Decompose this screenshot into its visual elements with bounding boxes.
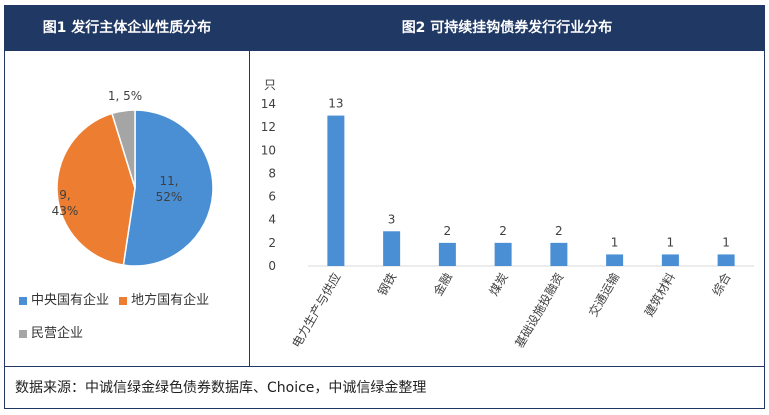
bar-0 [327, 115, 345, 266]
x-category-label-3: 煤炭 [487, 271, 511, 299]
y-tick-label-2: 4 [268, 213, 276, 227]
bar-data-label-5: 1 [611, 235, 619, 249]
bar-chart: 只 0 2 4 6 8 10 12 14 13 电力生产与供应 3 钢铁 2 金融 2 煤炭 2 基础设施投融资 1 交… [261, 78, 754, 350]
bar-6 [661, 254, 679, 266]
legend-item-private: 民营企业 [19, 326, 83, 341]
legend-label-private: 民营企业 [31, 326, 84, 341]
legend-item-central-soe: 中央国有企业 [19, 293, 113, 308]
y-tick-label-3: 6 [268, 190, 276, 204]
bar-data-label-6: 1 [667, 235, 675, 249]
legend-swatch-blue [19, 296, 27, 305]
pie-data-label-2: 1, 5% [108, 89, 142, 103]
legend-swatch-gray [19, 329, 27, 338]
pie-data-label-1: 9, [59, 188, 70, 202]
pie-data-label-pct-0: 52% [156, 190, 183, 204]
bar-7 [717, 254, 735, 266]
x-category-label-5: 交通运输 [585, 270, 622, 319]
bar-3 [494, 242, 512, 266]
bar-data-label-2: 2 [444, 224, 452, 238]
bar-data-label-0: 13 [328, 97, 343, 111]
bar-2 [438, 242, 456, 266]
bar-data-label-3: 2 [499, 224, 507, 238]
y-tick-label-1: 2 [268, 236, 276, 250]
bar-data-label-7: 1 [722, 235, 730, 249]
bar-5 [606, 254, 624, 266]
x-category-label-0: 电力生产与供应 [288, 270, 343, 350]
pie-chart: 11, 52% 9, 43% 1, 5% [52, 89, 214, 266]
bar-4 [550, 242, 568, 266]
legend-item-local-soe: 地方国有企业 [119, 293, 209, 308]
pie-panel: 图1 发行主体企业性质分布 11, 52% 9, 43% 1, 5% 中央国有企业 地方… [5, 6, 250, 366]
x-category-label-4: 基础设施投融资 [511, 270, 566, 350]
legend-label-local-soe: 地方国有企业 [131, 293, 210, 308]
pie-data-label-0: 11, [159, 174, 178, 188]
bar-panel-title: 图2 可持续挂钩债券发行行业分布 [250, 6, 764, 51]
x-category-label-1: 钢铁 [375, 271, 399, 299]
source-note: 数据来源：中诚信绿金绿色债券数据库、Choice，中诚信绿金整理 [5, 366, 764, 408]
bar-data-label-4: 2 [555, 224, 563, 238]
bar-panel: 图2 可持续挂钩债券发行行业分布 只 0 2 4 6 8 10 12 14 13 电力生产与供应 3 钢… [250, 6, 764, 366]
pie-legend-row-2: 民营企业 [19, 322, 83, 341]
x-category-label-6: 建筑材料 [641, 270, 678, 319]
legend-label-central-soe: 中央国有企业 [31, 293, 110, 308]
legend-swatch-orange [119, 296, 128, 305]
y-tick-label-5: 10 [261, 143, 276, 157]
pie-data-label-pct-1: 43% [52, 204, 79, 218]
y-tick-label-7: 14 [261, 97, 276, 111]
pie-panel-title: 图1 发行主体企业性质分布 [5, 6, 249, 51]
pie-legend-row-1: 中央国有企业 地方国有企业 [19, 289, 209, 308]
x-category-label-7: 综合 [709, 270, 734, 298]
figure-frame: 图1 发行主体企业性质分布 11, 52% 9, 43% 1, 5% 中央国有企业 地方… [4, 5, 765, 409]
pie-slice-2 [111, 109, 136, 189]
y-axis-unit-label: 只 [264, 78, 276, 92]
pie-slice-1 [56, 112, 136, 266]
y-tick-label-6: 12 [261, 120, 276, 134]
x-category-label-2: 金融 [430, 270, 455, 298]
bar-1 [383, 231, 401, 266]
pie-slice-0 [122, 109, 214, 266]
y-tick-label-4: 8 [268, 166, 276, 180]
y-tick-label-0: 0 [268, 259, 276, 273]
bar-data-label-1: 3 [388, 212, 396, 226]
